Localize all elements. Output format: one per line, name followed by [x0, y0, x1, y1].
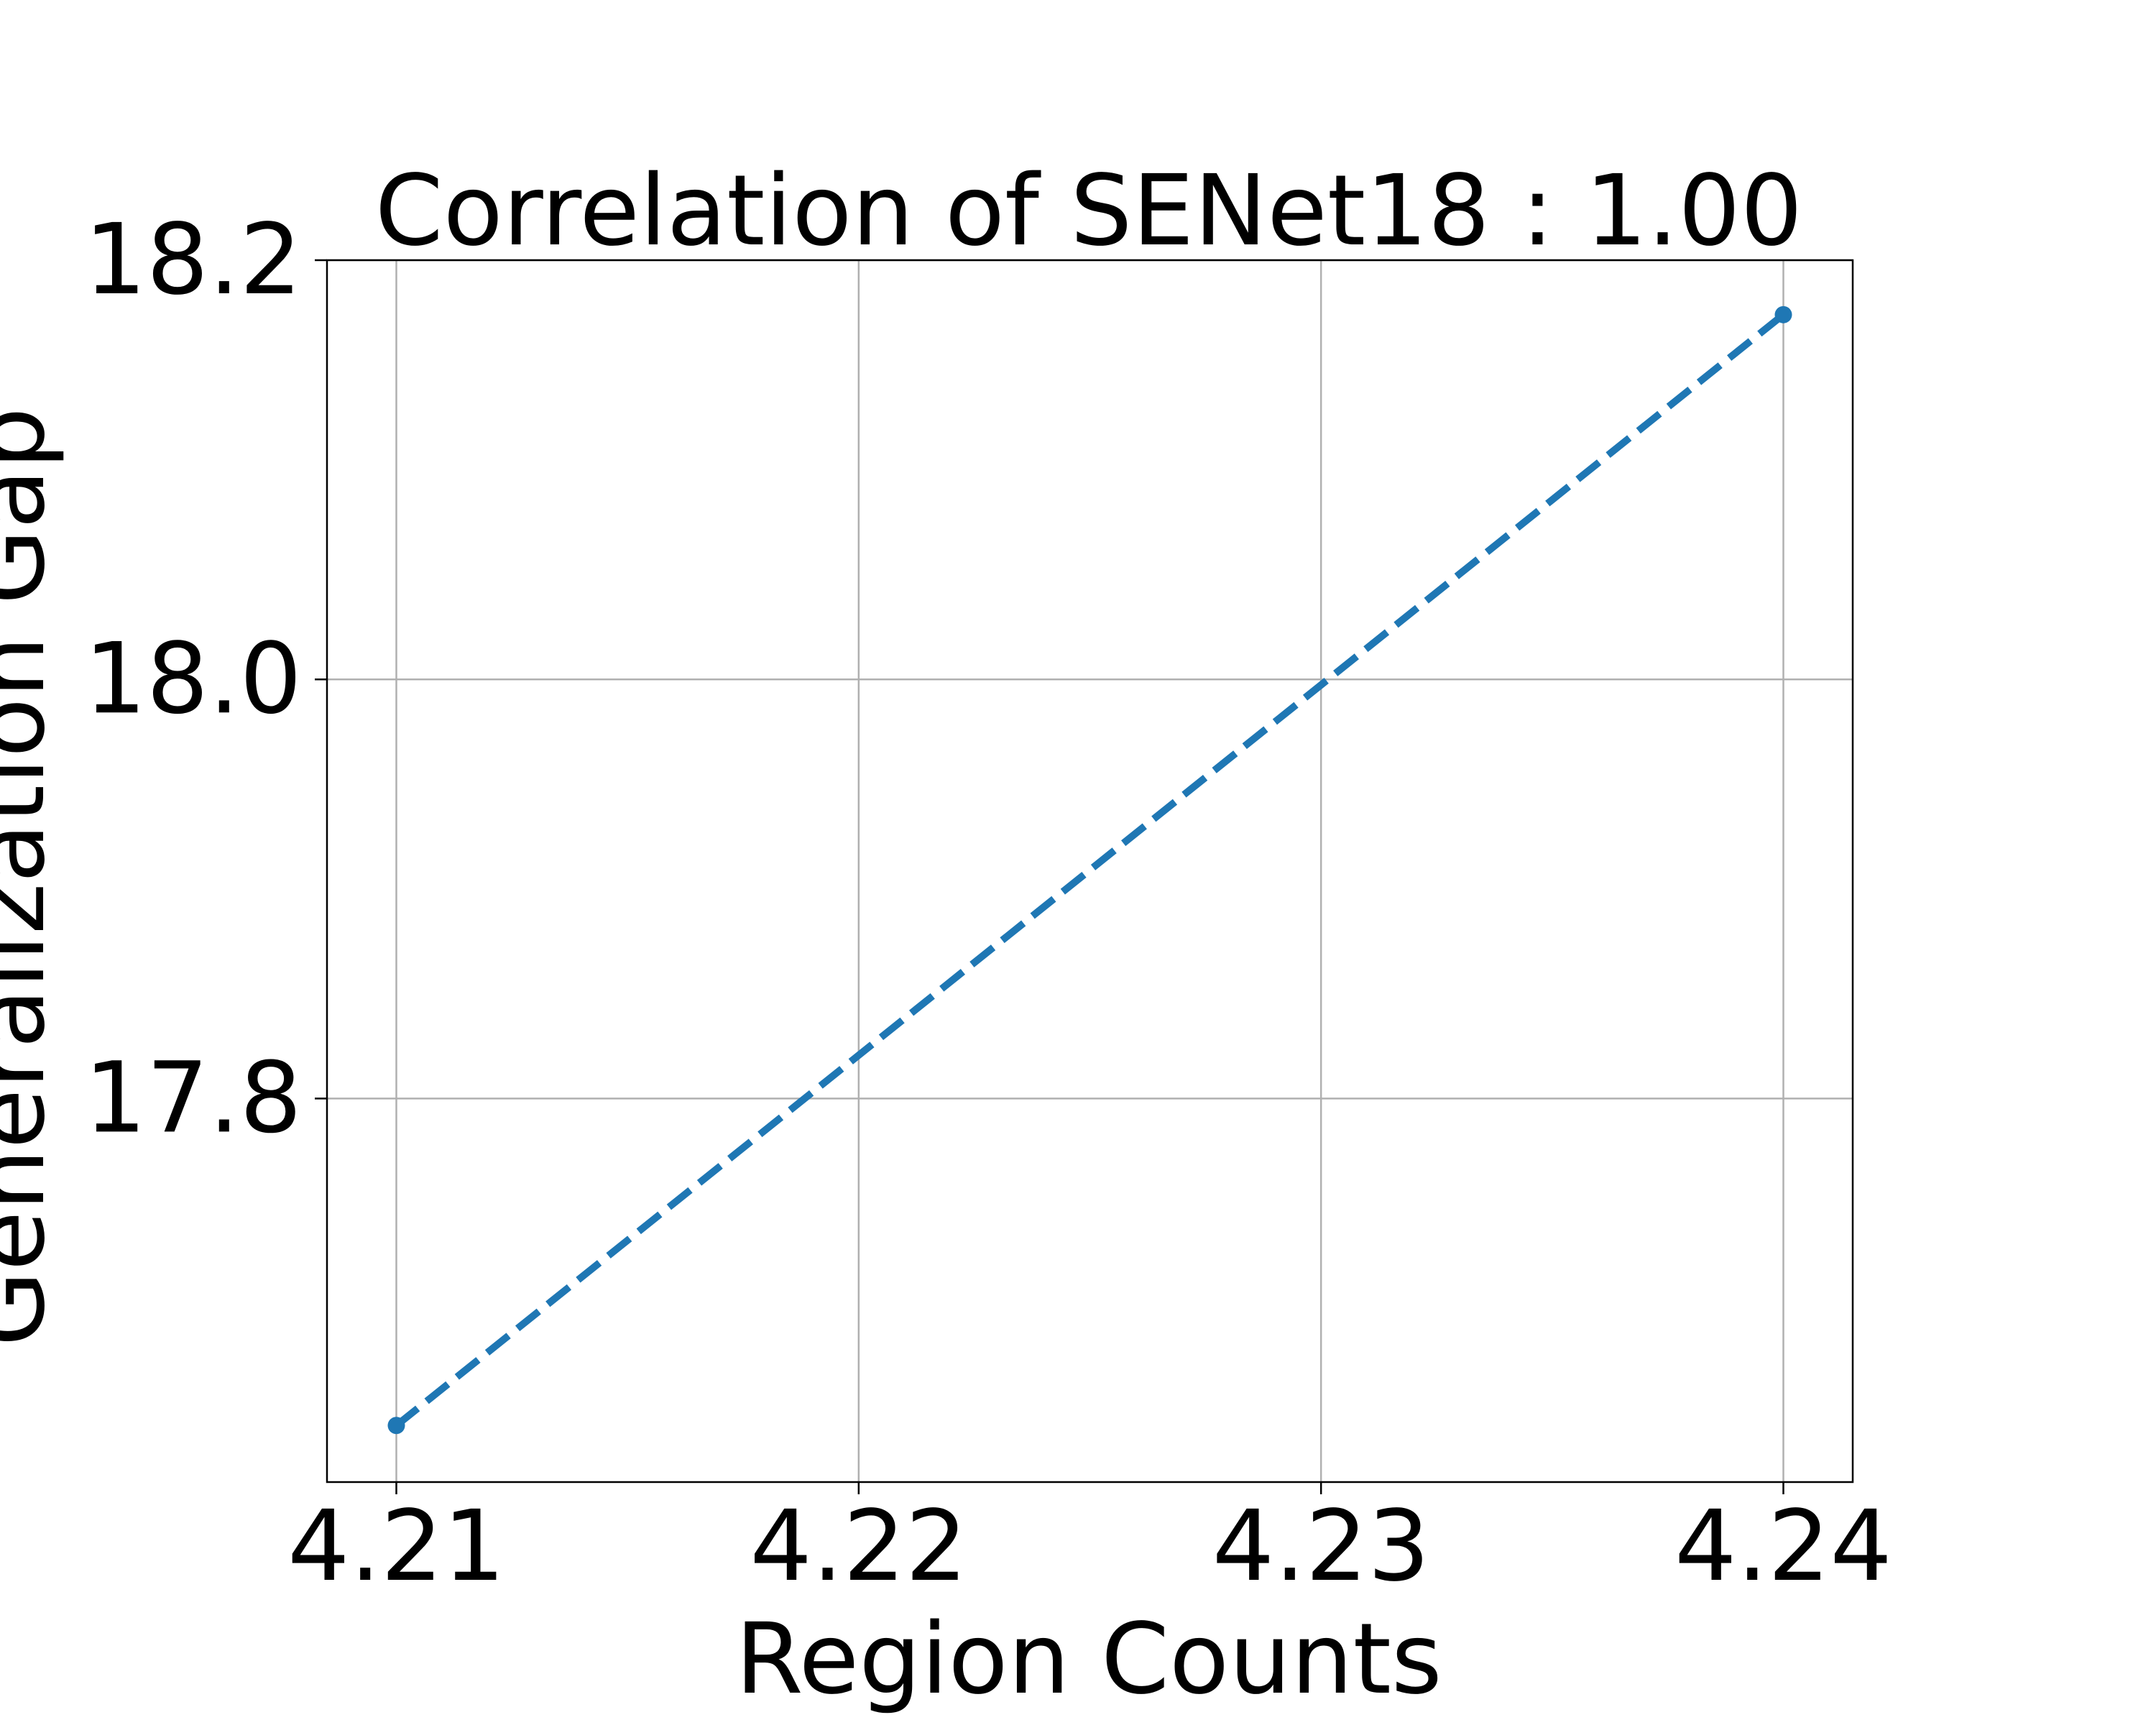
y-tick-label: 18.0 [84, 622, 302, 736]
x-axis-label: Region Counts [735, 1603, 1442, 1716]
x-tick-label: 4.22 [750, 1490, 967, 1604]
chart-title: Correlation of SENet18 : 1.00 [375, 155, 1803, 268]
data-point [387, 1417, 405, 1435]
series-line [394, 311, 1786, 1429]
y-axis-label: Generalization Gap [0, 407, 67, 1346]
y-tick-label: 17.8 [84, 1041, 302, 1155]
x-tick-label: 4.23 [1212, 1490, 1430, 1604]
plot-frame [326, 259, 1854, 1484]
series-layer [387, 305, 1792, 1435]
ticks: 4.21 4.22 4.23 4.24 17.8 18.0 18.2 [84, 203, 1892, 1604]
data-point [1774, 305, 1792, 323]
y-tick-label: 18.2 [84, 203, 302, 317]
x-tick-label: 4.21 [287, 1490, 505, 1604]
x-tick-label: 4.24 [1674, 1490, 1892, 1604]
